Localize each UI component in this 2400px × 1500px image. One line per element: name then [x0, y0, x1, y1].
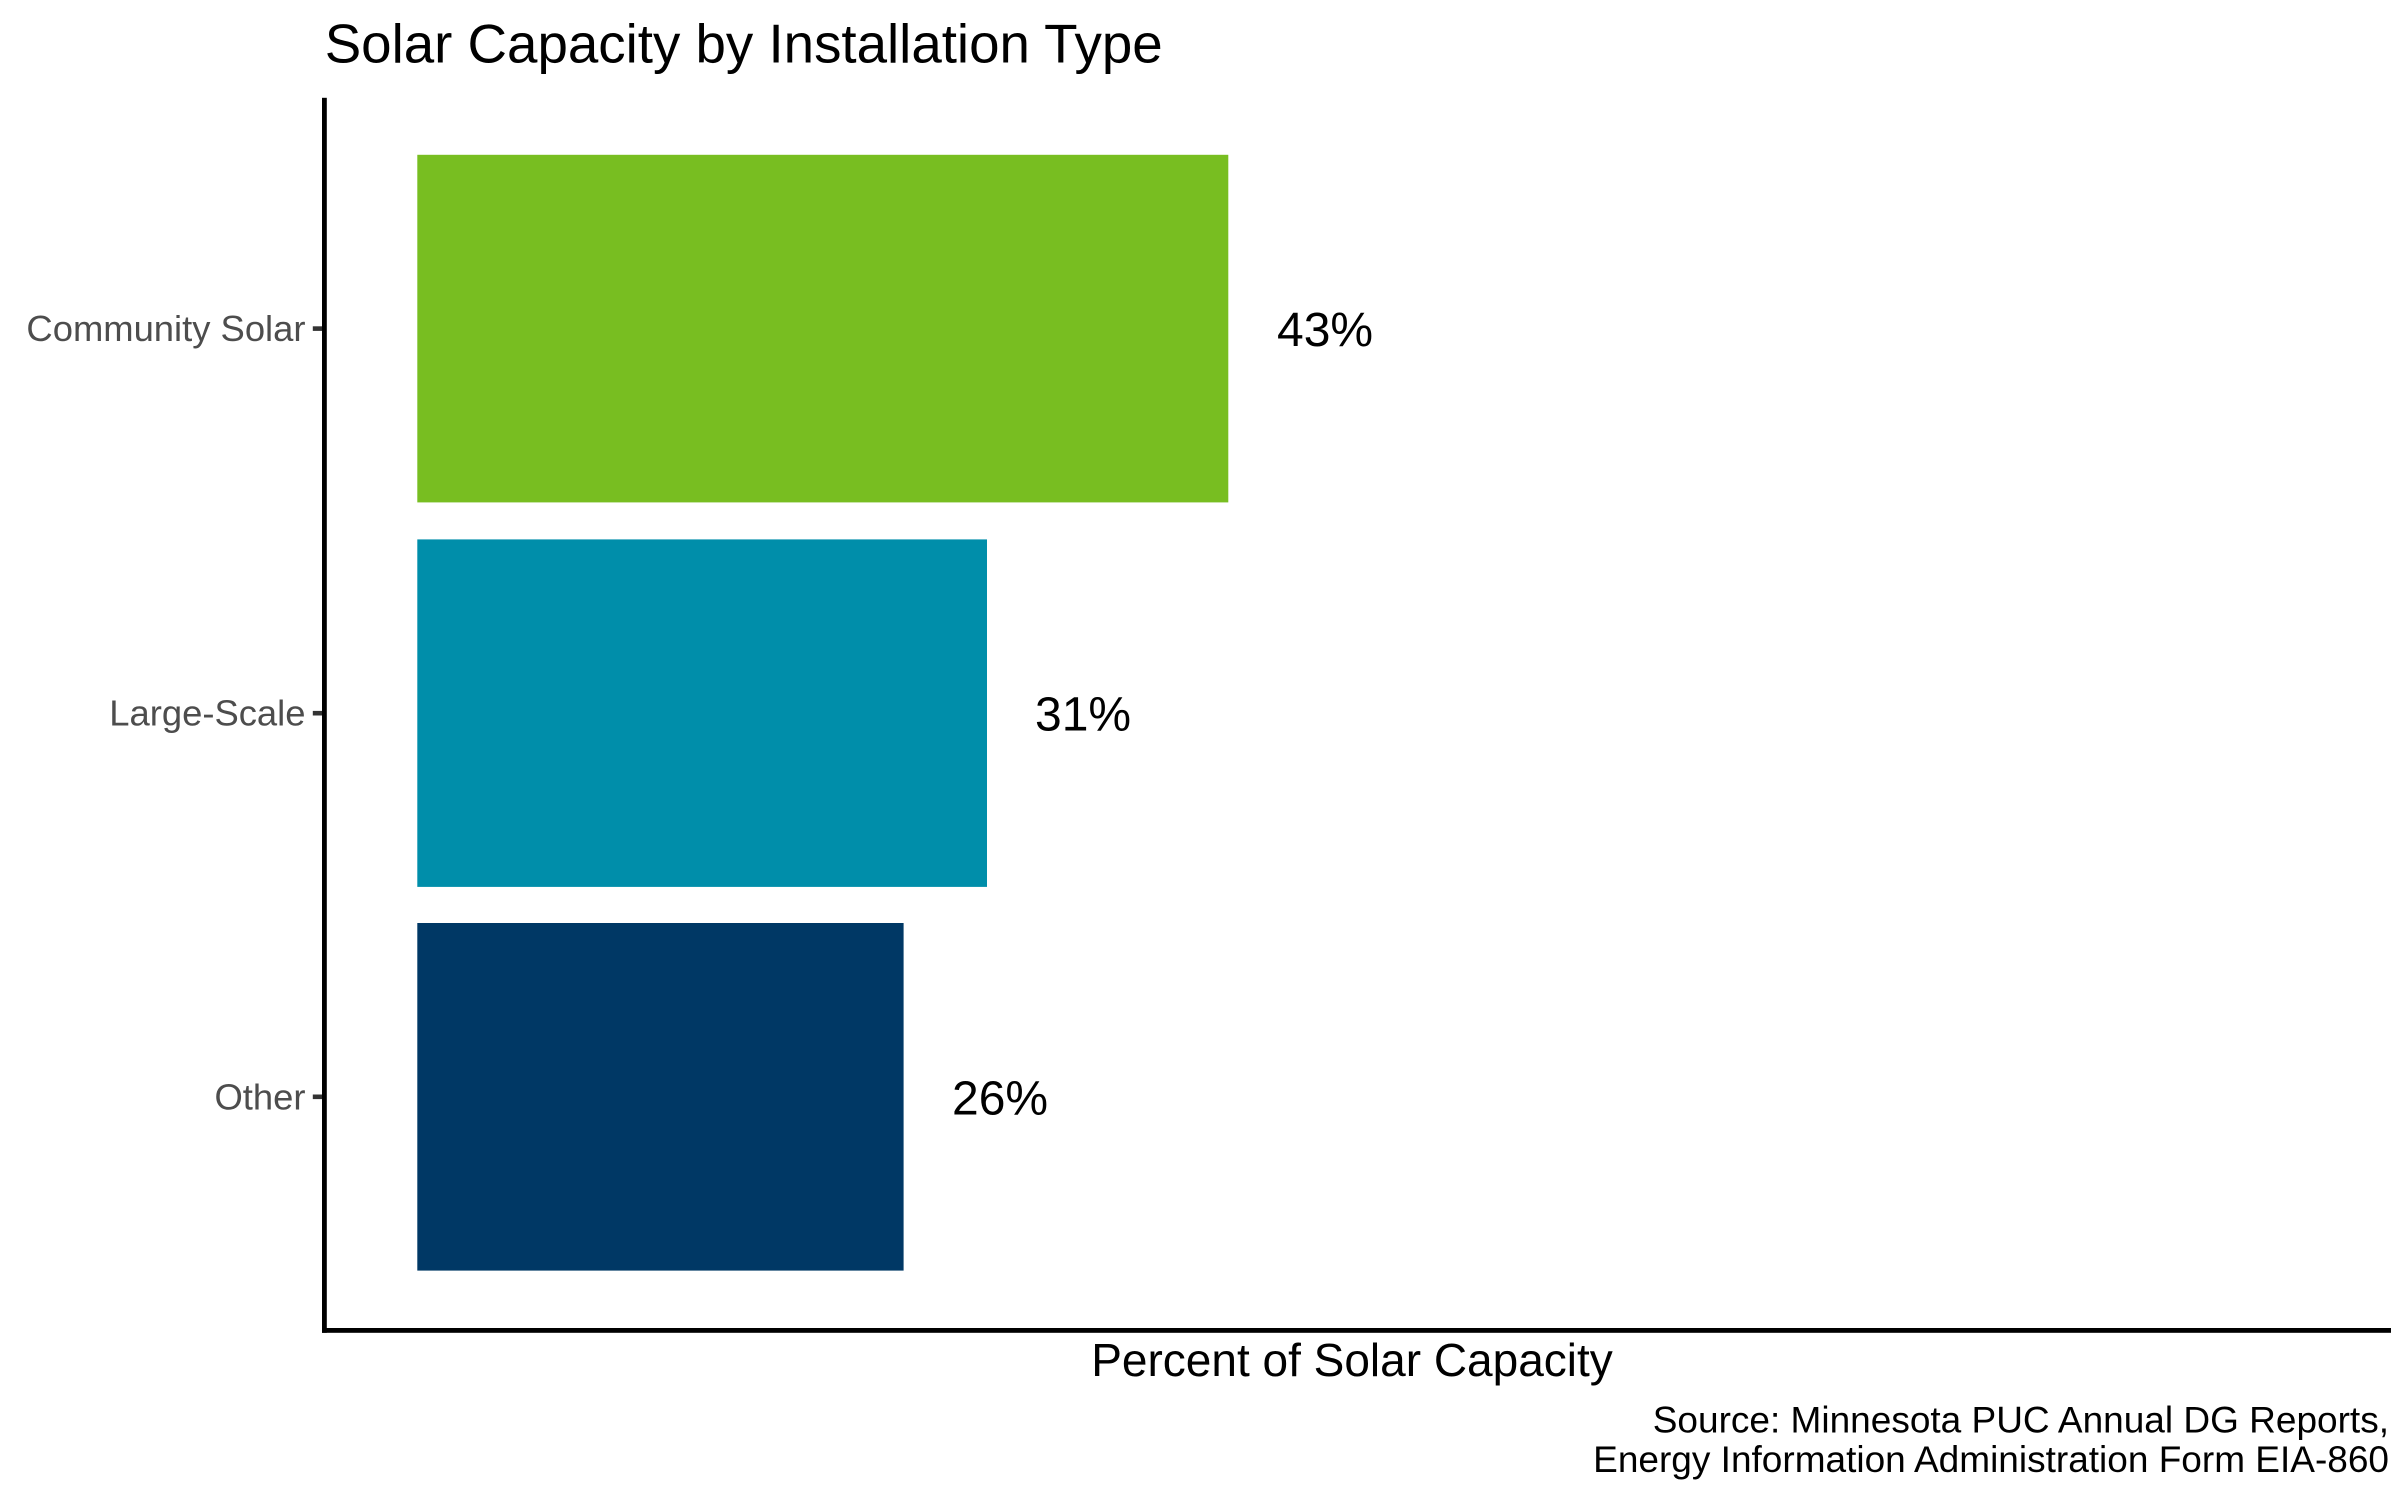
svg-text:Other: Other	[214, 1076, 305, 1117]
svg-text:Large-Scale: Large-Scale	[109, 693, 305, 734]
svg-text:Community Solar: Community Solar	[26, 308, 305, 349]
svg-text:Energy Information Administrat: Energy Information Administration Form E…	[1593, 1439, 2389, 1480]
svg-text:43%: 43%	[1277, 304, 1373, 357]
svg-text:Solar Capacity by Installation: Solar Capacity by Installation Type	[325, 13, 1163, 75]
svg-text:Source: Minnesota PUC Annual D: Source: Minnesota PUC Annual DG Reports,	[1653, 1400, 2389, 1441]
svg-text:26%: 26%	[952, 1072, 1048, 1125]
svg-text:31%: 31%	[1035, 689, 1131, 742]
svg-text:Percent of Solar Capacity: Percent of Solar Capacity	[1091, 1334, 1613, 1386]
